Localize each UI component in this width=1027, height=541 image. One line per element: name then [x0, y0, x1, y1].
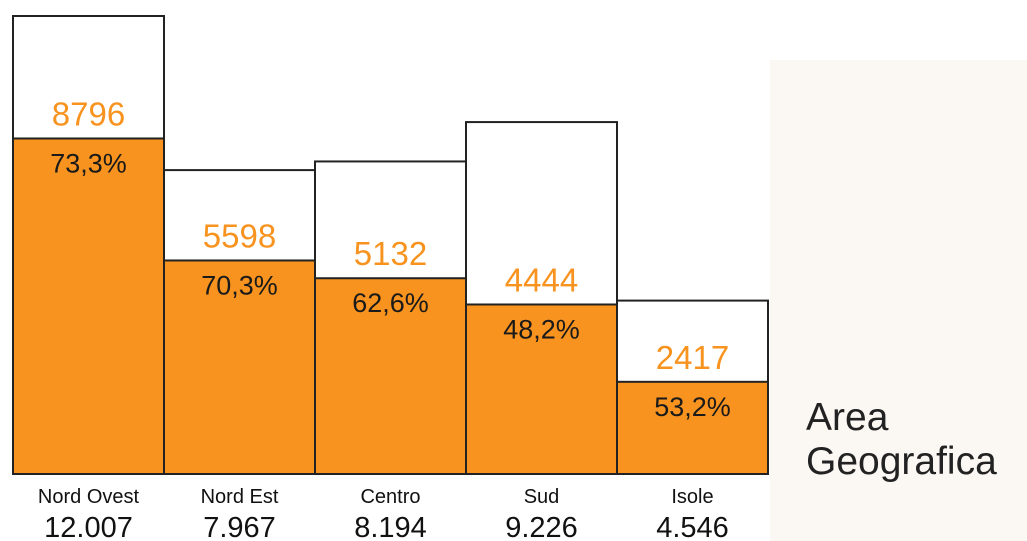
chart-title-line: Area [806, 396, 889, 439]
category-label: Nord Est [201, 486, 279, 508]
value-bar [314, 277, 467, 475]
percent-label: 73,3% [50, 148, 127, 178]
percent-label: 70,3% [201, 270, 278, 300]
total-label: 8.194 [354, 512, 427, 541]
total-label: 9.226 [505, 512, 578, 541]
percent-label: 48,2% [503, 314, 580, 344]
value-label: 8796 [52, 95, 125, 132]
category-label: Centro [360, 486, 420, 508]
chart-title-line: Geografica [806, 440, 997, 483]
total-label: 12.007 [44, 512, 133, 541]
total-label: 4.546 [656, 512, 729, 541]
value-bar [616, 380, 769, 476]
value-bar [12, 137, 165, 475]
percent-label: 53,2% [654, 392, 731, 422]
value-bar [465, 303, 618, 475]
value-bar [163, 259, 316, 475]
category-label: Isole [671, 486, 713, 508]
value-label: 2417 [656, 339, 729, 376]
value-label: 5598 [203, 217, 276, 254]
total-label: 7.967 [203, 512, 276, 541]
category-label: Nord Ovest [38, 486, 140, 508]
percent-label: 62,6% [352, 288, 429, 318]
value-label: 5132 [354, 235, 427, 272]
category-label: Sud [524, 486, 560, 508]
background-tint [770, 60, 1027, 541]
value-label: 4444 [505, 261, 578, 298]
